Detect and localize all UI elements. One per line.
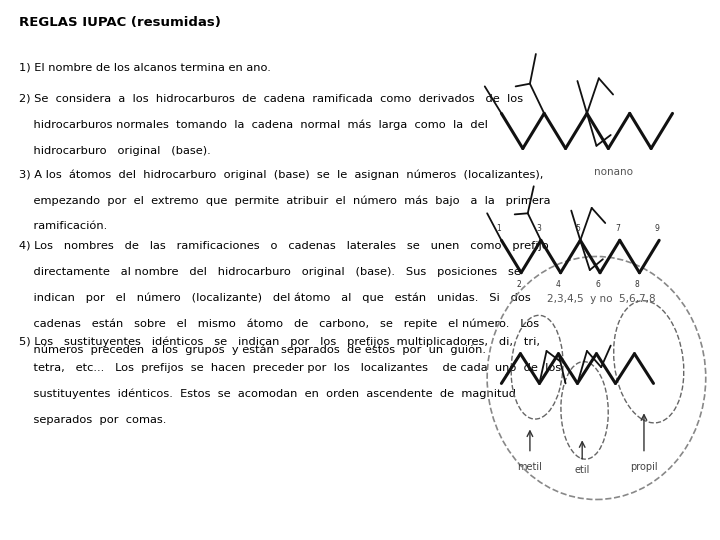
Text: tetra,   etc...   Los  prefijos  se  hacen  preceder por  los   localizantes    : tetra, etc... Los prefijos se hacen prec…	[19, 363, 562, 373]
Text: etil: etil	[575, 465, 590, 476]
Text: números  preceden  a los  grupos  y están  separados  de éstos  por  un  guión.: números preceden a los grupos y están se…	[19, 345, 486, 355]
Text: propil: propil	[630, 462, 658, 472]
Text: cadenas   están   sobre   el   mismo   átomo   de   carbono,   se   repite   el : cadenas están sobre el mismo átomo de ca…	[19, 319, 539, 329]
Text: 1) El nombre de los alcanos termina en ano.: 1) El nombre de los alcanos termina en a…	[19, 62, 271, 72]
Text: ramificación.: ramificación.	[19, 221, 107, 232]
Text: 5) Los   sustituyentes   idénticos   se   indican   por   los   prefijos  multip: 5) Los sustituyentes idénticos se indica…	[19, 337, 540, 347]
Text: metil: metil	[518, 462, 542, 472]
Text: directamente   al nombre   del   hidrocarburo   original   (base).   Sus   posic: directamente al nombre del hidrocarburo …	[19, 267, 521, 277]
Text: empezando  por  el  extremo  que  permite  atribuir  el  número  más  bajo   a  : empezando por el extremo que permite atr…	[19, 195, 551, 206]
Text: 3) A los  átomos  del  hidrocarburo  original  (base)  se  le  asignan  números : 3) A los átomos del hidrocarburo origina…	[19, 170, 544, 180]
Text: 6: 6	[595, 280, 600, 289]
Text: nonano: nonano	[593, 167, 633, 178]
Text: 3: 3	[536, 224, 541, 233]
Text: 1: 1	[497, 224, 501, 233]
Text: REGLAS IUPAC (resumidas): REGLAS IUPAC (resumidas)	[19, 16, 221, 29]
Text: 5: 5	[575, 224, 580, 233]
Text: 7: 7	[615, 224, 620, 233]
Text: sustituyentes  idénticos.  Estos  se  acomodan  en  orden  ascendente  de  magni: sustituyentes idénticos. Estos se acomod…	[19, 389, 516, 399]
Text: 8: 8	[635, 280, 639, 289]
Text: hidrocarburo   original   (base).: hidrocarburo original (base).	[19, 146, 211, 156]
Text: indican   por   el   número   (localizante)   del átomo   al   que   están   uni: indican por el número (localizante) del …	[19, 293, 531, 303]
Text: 2: 2	[516, 280, 521, 289]
Text: separados  por  comas.: separados por comas.	[19, 415, 166, 425]
Text: 2,3,4,5  y no  5,6,7,8: 2,3,4,5 y no 5,6,7,8	[547, 294, 655, 304]
Text: 4: 4	[556, 280, 561, 289]
Text: 2) Se  considera  a  los  hidrocarburos  de  cadena  ramificada  como  derivados: 2) Se considera a los hidrocarburos de c…	[19, 94, 523, 104]
Text: hidrocarburos normales  tomando  la  cadena  normal  más  larga  como  la  del: hidrocarburos normales tomando la cadena…	[19, 120, 488, 130]
Text: 9: 9	[654, 224, 660, 233]
Text: 4) Los   nombres   de   las   ramificaciones   o   cadenas   laterales   se   un: 4) Los nombres de las ramificaciones o c…	[19, 241, 549, 251]
